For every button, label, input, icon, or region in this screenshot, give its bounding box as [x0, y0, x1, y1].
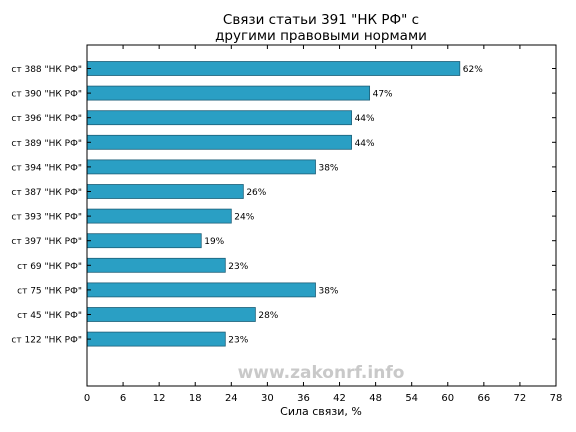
bar	[86, 257, 226, 273]
bar-value-label: 23%	[228, 336, 248, 346]
chart-title-line-2: другими правовыми нормами	[215, 28, 427, 44]
category-label: ст 75 "НК РФ"	[17, 286, 82, 296]
bar-value-label: 47%	[373, 90, 393, 100]
chart-title-line-1: Связи статьи 391 "НК РФ" с	[223, 12, 419, 28]
x-tick-label: 54	[405, 393, 418, 404]
bar	[86, 110, 352, 126]
plot-frame	[86, 44, 557, 387]
bar	[86, 331, 226, 347]
bar	[86, 208, 232, 224]
x-tick-label: 60	[441, 393, 454, 404]
category-label: ст 387 "НК РФ"	[11, 188, 82, 198]
x-tick-label: 12	[153, 393, 166, 404]
bar-value-label: 38%	[318, 286, 338, 296]
x-tick-label: 24	[225, 393, 238, 404]
category-label: ст 45 "НК РФ"	[17, 311, 82, 321]
bar	[86, 184, 244, 199]
watermark: www.zakonrf.info	[238, 363, 405, 383]
bar	[86, 85, 371, 101]
bars-group: 62% ст 388 "НК РФ" 47% ст 390 "НК РФ" 44% ст …	[11, 61, 556, 347]
category-label: ст 394 "НК РФ"	[11, 163, 82, 173]
bar	[86, 134, 352, 150]
category-label: ст 390 "НК РФ"	[11, 90, 82, 100]
category-label: ст 396 "НК РФ"	[11, 114, 82, 124]
x-tick-label: 48	[369, 393, 382, 404]
bar	[86, 233, 202, 249]
category-label: ст 388 "НК РФ"	[11, 65, 82, 75]
x-tick-label: 0	[84, 393, 90, 404]
bar-value-label: 62%	[463, 65, 483, 75]
bar	[86, 159, 316, 175]
category-label: ст 122 "НК РФ"	[11, 336, 82, 346]
bar-value-label: 44%	[355, 139, 375, 149]
x-tick-label: 66	[477, 393, 490, 404]
x-tick-label: 6	[120, 393, 126, 404]
bar	[86, 61, 461, 76]
category-label: ст 69 "НК РФ"	[17, 262, 82, 272]
x-tick-label: 36	[297, 393, 310, 404]
x-tick-label: 78	[550, 393, 563, 404]
x-tick-label: 72	[514, 393, 527, 404]
bar-value-label: 23%	[228, 262, 248, 272]
category-label: ст 393 "НК РФ"	[11, 213, 82, 223]
bar	[86, 282, 316, 298]
category-label: ст 397 "НК РФ"	[11, 237, 82, 247]
bar-value-label: 19%	[204, 237, 224, 247]
bar	[86, 307, 256, 322]
x-tick-label: 42	[333, 393, 346, 404]
bar-value-label: 26%	[246, 188, 266, 198]
x-axis: 0 6 12 18 24 30 36 42 48 54 60 66 72 78	[84, 45, 563, 404]
x-axis-label: Сила связи, %	[280, 405, 362, 418]
bar-value-label: 38%	[318, 163, 338, 173]
x-tick-label: 30	[261, 393, 274, 404]
bar-value-label: 44%	[355, 114, 375, 124]
bar-value-label: 28%	[258, 311, 278, 321]
bar-value-label: 24%	[234, 213, 254, 223]
x-tick-label: 18	[189, 393, 202, 404]
category-label: ст 389 "НК РФ"	[11, 139, 82, 149]
